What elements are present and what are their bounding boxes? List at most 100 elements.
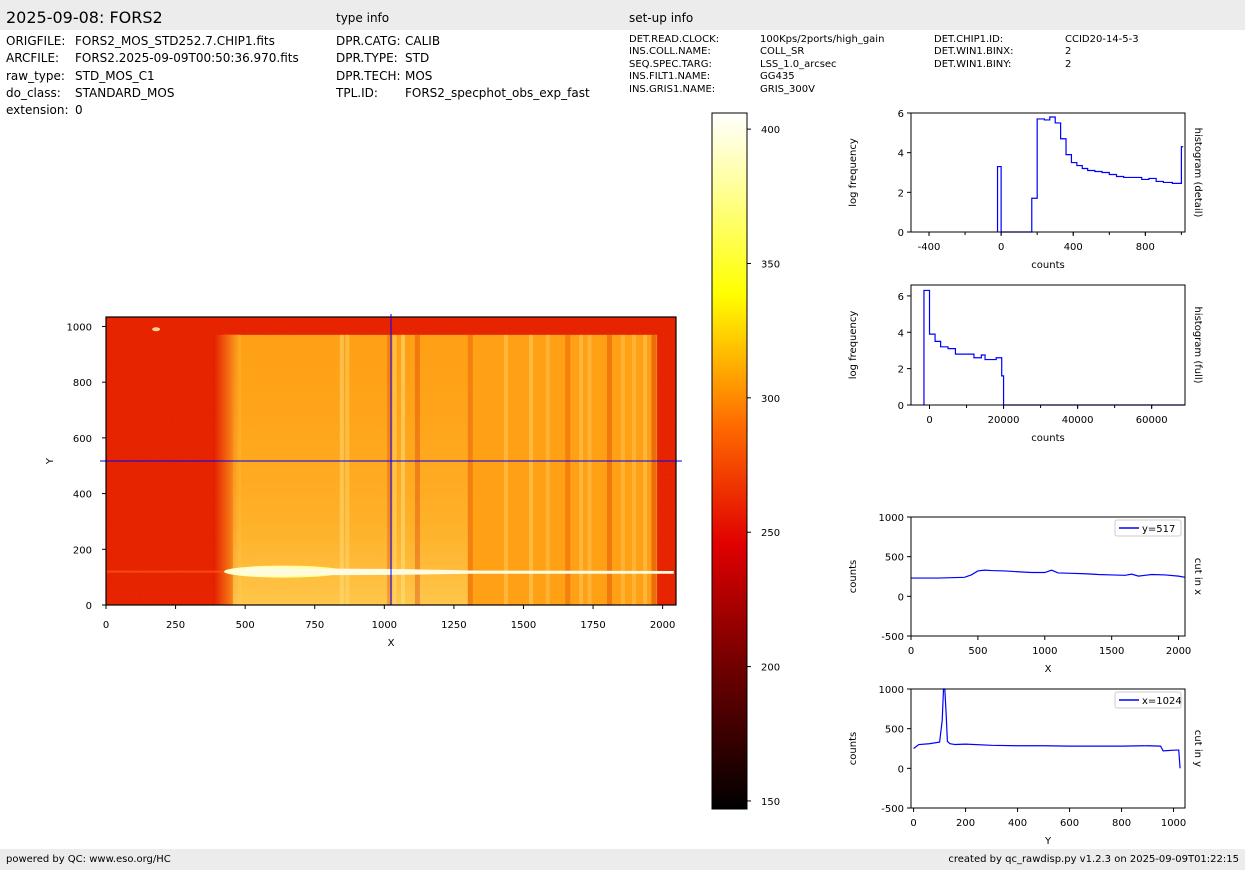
- plot-frame: [910, 112, 1186, 233]
- x-tick-label: 2000: [650, 620, 675, 631]
- setup-info-value: 2: [1065, 46, 1072, 58]
- type-info-value: CALIB: [405, 34, 441, 48]
- y-axis-label: counts: [848, 560, 859, 593]
- footer-bar: [0, 849, 1245, 870]
- file-info-value: 0: [75, 103, 83, 118]
- type-info-value: FORS2_specphot_obs_exp_fast: [405, 85, 590, 100]
- legend-box: [1114, 691, 1182, 709]
- setup-info-key: SEQ.SPEC.TARG:: [629, 58, 712, 70]
- x-tick-label: 0: [103, 620, 109, 631]
- type-info-key: TPL.ID:: [336, 85, 378, 100]
- side-label: cut in x: [1192, 558, 1203, 595]
- setup-info-key: INS.GRIS1.NAME:: [629, 83, 716, 95]
- setup-info-value: LSS_1.0_arcsec: [760, 58, 837, 70]
- sky-line: [392, 334, 397, 605]
- header-bar: [0, 0, 1245, 30]
- setup-info-values-2: CCID20-14-5-3 2 2: [1065, 34, 1139, 71]
- colorbar-tick-label: 250: [761, 528, 780, 539]
- side-label: cut in y: [1192, 730, 1203, 767]
- series-line: [923, 289, 1185, 406]
- file-info-key: extension:: [6, 103, 69, 118]
- y-tick-label: 500: [885, 725, 904, 736]
- setup-info-keys-2: DET.CHIP1.ID: DET.WIN1.BINX: DET.WIN1.BI…: [934, 34, 1014, 71]
- sky-line: [339, 334, 344, 605]
- legend-label: x=1024: [1142, 696, 1182, 707]
- y-tick-label: 1000: [67, 322, 92, 333]
- type-info-value: STD: [405, 51, 430, 66]
- dark-band: [387, 334, 393, 605]
- x-tick-label: 0: [908, 646, 914, 657]
- sky-line: [632, 334, 637, 605]
- dark-band: [606, 334, 612, 605]
- setup-info-keys: DET.READ.CLOCK: INS.COLL.NAME: SEQ.SPEC.…: [629, 34, 719, 96]
- x-axis-label: X: [1045, 664, 1052, 675]
- type-info-value: MOS: [405, 68, 433, 83]
- plot-frame: [910, 688, 1186, 809]
- sky-line: [587, 334, 592, 605]
- plots-panel: -400 0 400 800 0 2 4 6 counts log frequency histog…: [848, 109, 1203, 847]
- plot-hist_detail: -400 0 400 800 0 2 4 6 counts log frequency histog…: [848, 109, 1203, 271]
- footer-right: created by qc_rawdisp.py v1.2.3 on 2025-…: [948, 854, 1239, 865]
- x-tick-label: -400: [918, 242, 941, 253]
- hot-pixel: [152, 327, 161, 332]
- y-tick-label: 0: [898, 764, 904, 775]
- colorbar: [711, 112, 748, 810]
- x-tick-label: 60000: [1136, 415, 1168, 426]
- x-tick-label: 750: [305, 620, 324, 631]
- spectrum-trace: [222, 568, 674, 576]
- type-info-label: type info: [336, 11, 390, 25]
- setup-info-key: INS.FILT1.NAME:: [629, 71, 711, 83]
- setup-info-key: INS.COLL.NAME:: [629, 46, 711, 58]
- y-tick-label: 0: [898, 228, 904, 239]
- y-tick-label: 0: [898, 401, 904, 412]
- image-frame: [105, 316, 677, 606]
- setup-info-value: COLL_SR: [760, 46, 805, 58]
- x-tick-label: 1000: [1032, 646, 1057, 657]
- dark-band: [414, 334, 420, 605]
- series-line: [911, 569, 1186, 579]
- legend-label: y=517: [1142, 524, 1175, 535]
- file-info-keys: ORIGFILE: ARCFILE: raw_type: do_class: e…: [6, 33, 69, 119]
- file-info-key: ORIGFILE:: [6, 34, 66, 48]
- x-tick-label: 1750: [580, 620, 605, 631]
- side-label: histogram (detail): [1192, 128, 1203, 218]
- y-axis-label: log frequency: [848, 138, 859, 207]
- y-tick-label: 0: [898, 592, 904, 603]
- x-tick-label: 800: [1112, 818, 1131, 829]
- y-tick-label: 200: [73, 545, 92, 556]
- y-axis-label: log frequency: [848, 311, 859, 380]
- y-tick-label: -500: [881, 804, 904, 815]
- x-tick-label: 600: [1060, 818, 1079, 829]
- y-tick-label: 800: [73, 378, 92, 389]
- sky-line: [345, 334, 350, 605]
- y-tick-label: 4: [898, 149, 904, 160]
- type-info-key: DPR.TECH:: [336, 68, 401, 83]
- x-tick-label: 400: [1064, 242, 1083, 253]
- setup-info-value: 100Kps/2ports/high_gain: [760, 34, 885, 45]
- y-axis-label: Y: [45, 457, 56, 465]
- x-tick-label: 800: [1136, 242, 1155, 253]
- y-tick-label: 2: [898, 188, 904, 199]
- y-tick-label: 600: [73, 434, 92, 445]
- series-line: [996, 116, 1184, 233]
- colorbar-tick-label: 400: [761, 125, 780, 136]
- x-tick-label: 0: [998, 242, 1004, 253]
- legend: x=1024: [1114, 691, 1182, 709]
- y-tick-label: 6: [898, 109, 904, 120]
- dark-band: [565, 334, 571, 605]
- dark-band: [467, 334, 473, 605]
- setup-info-values: 100Kps/2ports/high_gain COLL_SR LSS_1.0_…: [760, 34, 884, 96]
- sky-line: [579, 334, 584, 605]
- plot-hist_full: 0 20000 40000 60000 0 2 4 6 counts log frequency h…: [848, 284, 1203, 444]
- x-axis-label: counts: [1031, 260, 1064, 271]
- dark-band: [651, 334, 657, 605]
- type-info-keys: DPR.CATG: DPR.TYPE: DPR.TECH: TPL.ID:: [336, 33, 401, 102]
- sky-line: [643, 334, 648, 605]
- file-info-value: FORS2_MOS_STD252.7.CHIP1.fits: [75, 34, 275, 48]
- setup-info-key: DET.WIN1.BINX:: [934, 46, 1014, 58]
- side-label: histogram (full): [1192, 306, 1203, 383]
- setup-info-label: set-up info: [629, 11, 694, 25]
- y-tick-label: 400: [73, 490, 92, 501]
